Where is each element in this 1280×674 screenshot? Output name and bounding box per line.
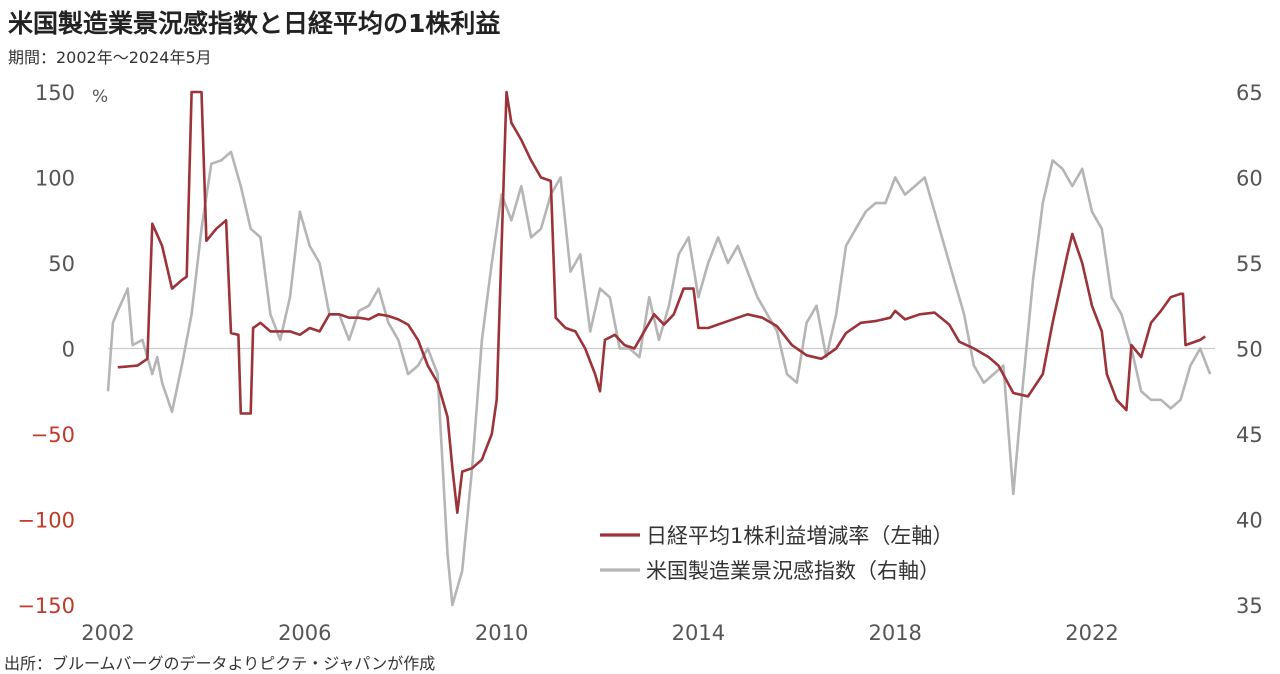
x-tick-label: 2010 (475, 621, 528, 645)
left-tick-label: 0 (62, 338, 75, 362)
x-tick-label: 2022 (1065, 621, 1118, 645)
series-line-us-pmi (106, 150, 1212, 607)
x-tick-label: 2006 (278, 621, 331, 645)
right-tick-label: 45 (1236, 423, 1263, 447)
left-tick-label: 50 (48, 252, 75, 276)
right-tick-label: 55 (1236, 252, 1263, 276)
right-tick-label: 65 (1236, 81, 1263, 105)
chart-area: 150 100 50 0 −50 −100 −150% 65 60 55 50 45 40 35 200… (17, 81, 1263, 645)
left-axis-unit: % (92, 87, 108, 107)
source-note: 出所：ブルームバーグのデータよりピクテ・ジャパンが作成 (4, 654, 436, 673)
right-tick-label: 35 (1236, 594, 1263, 618)
left-tick-label: 100 (35, 167, 75, 191)
legend-label-nikkei-eps: 日経平均1株利益増減率（左軸） (646, 524, 953, 548)
right-tick-label: 50 (1236, 338, 1263, 362)
left-tick-label: −150 (17, 594, 75, 618)
chart-title: 米国製造業景況感指数と日経平均の1株利益 (8, 9, 501, 38)
legend-label-us-pmi: 米国製造業景況感指数（右軸） (646, 559, 940, 583)
series-line-nikkei-eps (117, 90, 1206, 514)
right-tick-label: 40 (1236, 509, 1263, 533)
x-tick-label: 2014 (672, 621, 725, 645)
left-tick-label: −50 (31, 423, 75, 447)
left-tick-label: −100 (17, 509, 75, 533)
x-tick-label: 2018 (868, 621, 921, 645)
x-tick-label: 2002 (81, 621, 134, 645)
chart-subtitle: 期間：2002年～2024年5月 (8, 48, 212, 67)
right-tick-label: 60 (1236, 167, 1263, 191)
left-tick-label: 150 (35, 81, 75, 105)
